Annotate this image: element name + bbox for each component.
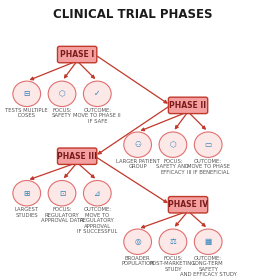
FancyBboxPatch shape — [168, 197, 208, 213]
Text: ▭: ▭ — [205, 140, 212, 149]
Text: ⊡: ⊡ — [59, 189, 65, 198]
Text: OUTCOME:
MOVE TO PHASE
III IF BENEFICIAL: OUTCOME: MOVE TO PHASE III IF BENEFICIAL — [187, 158, 230, 175]
Circle shape — [48, 81, 76, 107]
Text: ✓: ✓ — [94, 89, 101, 98]
Text: ⊟: ⊟ — [24, 89, 30, 98]
Text: PHASE II: PHASE II — [170, 101, 207, 110]
Circle shape — [159, 132, 187, 157]
Text: PHASE IV: PHASE IV — [168, 200, 208, 209]
Circle shape — [83, 81, 111, 107]
Text: PHASE I: PHASE I — [60, 50, 94, 59]
Text: ⚇: ⚇ — [134, 140, 141, 149]
Circle shape — [194, 132, 222, 157]
Text: ▦: ▦ — [205, 237, 212, 246]
Text: BROADER
POPULATION: BROADER POPULATION — [121, 256, 154, 266]
Text: FOCUS:
REGULATORY
APPROVAL DATA: FOCUS: REGULATORY APPROVAL DATA — [41, 207, 83, 223]
Circle shape — [13, 81, 41, 107]
Circle shape — [124, 229, 152, 255]
FancyBboxPatch shape — [57, 148, 97, 164]
Text: TESTS MULTIPLE
DOSES: TESTS MULTIPLE DOSES — [5, 108, 48, 118]
FancyBboxPatch shape — [57, 46, 97, 63]
Circle shape — [124, 132, 152, 157]
Text: PHASE III: PHASE III — [57, 152, 97, 161]
FancyBboxPatch shape — [168, 97, 208, 114]
Circle shape — [48, 181, 76, 206]
Text: CLINICAL TRIAL PHASES: CLINICAL TRIAL PHASES — [53, 8, 212, 21]
Text: ⊿: ⊿ — [94, 189, 101, 198]
Text: ⊞: ⊞ — [24, 189, 30, 198]
Text: LARGER PATIENT
GROUP: LARGER PATIENT GROUP — [116, 158, 160, 169]
Circle shape — [194, 229, 222, 255]
Circle shape — [159, 229, 187, 255]
Text: ⬡: ⬡ — [170, 140, 176, 149]
Text: FOCUS:
SAFETY AND
EFFICACY: FOCUS: SAFETY AND EFFICACY — [157, 158, 190, 175]
Text: ⬡: ⬡ — [59, 89, 65, 98]
Text: OUTCOME:
LONG-TERM
SAFETY
AND EFFICACY STUDY: OUTCOME: LONG-TERM SAFETY AND EFFICACY S… — [180, 256, 237, 277]
Text: OUTCOME:
MOVE TO
REGULATORY
APPROVAL
IF SUCCESSFUL: OUTCOME: MOVE TO REGULATORY APPROVAL IF … — [77, 207, 118, 234]
Text: LARGEST
STUDIES: LARGEST STUDIES — [15, 207, 39, 218]
Circle shape — [83, 181, 111, 206]
Text: FOCUS:
POST-MARKETING
STUDY: FOCUS: POST-MARKETING STUDY — [150, 256, 196, 272]
Circle shape — [13, 181, 41, 206]
Text: OUTCOME:
MOVE TO PHASE II
IF SAFE: OUTCOME: MOVE TO PHASE II IF SAFE — [74, 108, 121, 124]
Text: ⚖: ⚖ — [170, 237, 176, 246]
Text: ◎: ◎ — [134, 237, 141, 246]
Text: FOCUS:
SAFETY: FOCUS: SAFETY — [52, 108, 72, 118]
